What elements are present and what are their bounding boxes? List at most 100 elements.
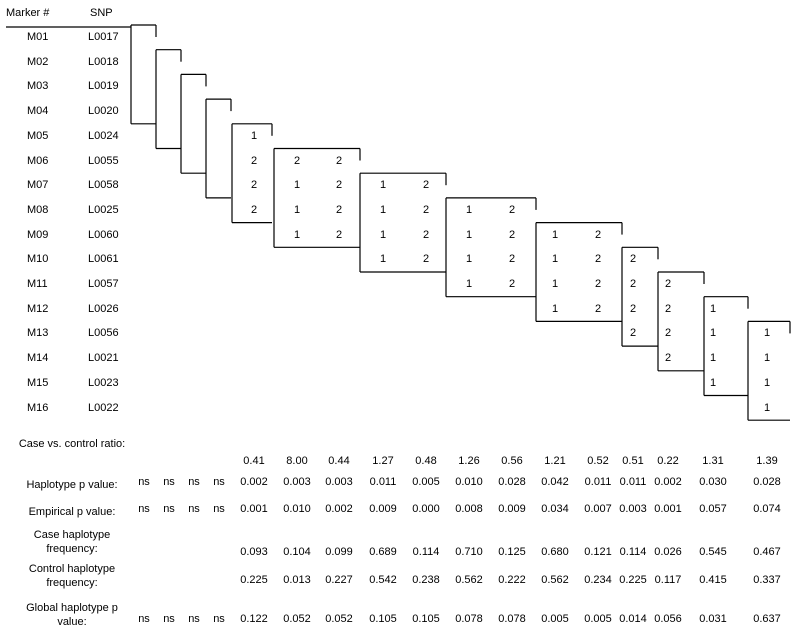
stat-value: 0.121 [584, 546, 612, 558]
allele-value: 1 [379, 228, 387, 241]
snp-id: L0025 [88, 203, 119, 216]
allele-value: 1 [763, 401, 771, 414]
stat-value: 0.028 [498, 476, 526, 488]
marker-id: M16 [27, 401, 49, 414]
stat-value: 0.078 [498, 613, 526, 625]
marker-id: M03 [27, 80, 49, 93]
stat-value: 0.125 [498, 546, 526, 558]
allele-value: 2 [664, 278, 672, 290]
stat-value: 0.011 [619, 476, 647, 488]
stat-value: 0.008 [455, 503, 483, 515]
allele-value: 2 [594, 278, 602, 290]
snp-id: L0023 [88, 376, 119, 389]
allele-value: 1 [293, 203, 301, 216]
stat-value: 1.31 [702, 455, 724, 467]
allele-value: 2 [293, 154, 301, 167]
allele-value: 1 [379, 179, 387, 192]
stat-value: 0.104 [283, 546, 311, 558]
marker-id: M05 [27, 129, 49, 142]
stat-value: 0.001 [654, 503, 682, 515]
stat-value: 0.011 [584, 476, 612, 488]
snp-id: L0024 [88, 129, 119, 142]
stat-value: ns [213, 476, 225, 488]
stat-label: Haplotype p value: [26, 479, 118, 491]
snp-id: L0055 [88, 154, 119, 167]
allele-value: 2 [508, 278, 516, 290]
allele-value: 1 [465, 203, 473, 216]
stat-value: 0.057 [699, 503, 727, 515]
stat-value: 0.117 [654, 574, 682, 586]
allele-value: 2 [629, 253, 637, 266]
allele-value: 1 [709, 327, 717, 340]
stat-value: ns [163, 476, 175, 488]
stat-value: ns [138, 503, 150, 515]
stat-value: 0.026 [654, 546, 682, 558]
stat-value: 0.562 [455, 574, 483, 586]
stat-value: 0.225 [240, 574, 268, 586]
stat-value: 0.48 [415, 455, 437, 467]
stat-value: 0.034 [541, 503, 569, 515]
snp-id: L0022 [88, 401, 119, 414]
stat-value: 0.710 [455, 546, 483, 558]
snp-id: L0020 [88, 105, 119, 118]
stat-value: 0.225 [619, 574, 647, 586]
allele-value: 2 [250, 203, 258, 216]
stat-value: 1.26 [458, 455, 480, 467]
stat-value: 0.689 [369, 546, 397, 558]
stat-value: 0.099 [325, 546, 353, 558]
stat-value: 0.001 [240, 503, 268, 515]
allele-value: 2 [664, 352, 672, 365]
allele-value: 2 [422, 253, 430, 266]
stat-value: 0.680 [541, 546, 569, 558]
stat-value: 1.27 [372, 455, 394, 467]
stat-value: 0.44 [328, 455, 350, 467]
stat-value: 0.56 [501, 455, 523, 467]
marker-id: M10 [27, 253, 49, 266]
allele-value: 2 [335, 179, 343, 192]
stat-label: Control haplotype frequency: [28, 563, 116, 589]
allele-value: 2 [594, 302, 602, 315]
stat-value: ns [188, 503, 200, 515]
stat-value: 0.337 [753, 574, 781, 586]
snp-id: L0017 [88, 31, 119, 43]
marker-id: M09 [27, 228, 49, 241]
stat-value: 0.542 [369, 574, 397, 586]
stat-value: 0.234 [584, 574, 612, 586]
stat-value: 0.003 [283, 476, 311, 488]
stat-value: 0.011 [369, 476, 397, 488]
marker-id: M12 [27, 302, 49, 315]
stat-value: 0.22 [657, 455, 679, 467]
allele-value: 2 [664, 327, 672, 340]
allele-value: 1 [551, 228, 559, 241]
stat-value: 0.007 [584, 503, 612, 515]
stat-value: 0.222 [498, 574, 526, 586]
allele-value: 2 [422, 179, 430, 192]
stat-value: 0.105 [369, 613, 397, 625]
snp-header: SNP [90, 7, 113, 19]
snp-id: L0058 [88, 179, 119, 192]
snp-id: L0019 [88, 80, 119, 93]
marker-id: M15 [27, 376, 49, 389]
allele-value: 2 [250, 154, 258, 167]
stat-value: 0.005 [412, 476, 440, 488]
stat-value: 0.010 [455, 476, 483, 488]
stat-value: 0.51 [622, 455, 644, 467]
stat-value: 0.042 [541, 476, 569, 488]
snp-id: L0056 [88, 327, 119, 340]
marker-id: M07 [27, 179, 49, 192]
stat-value: 1.21 [544, 455, 566, 467]
marker-id: M14 [27, 352, 49, 365]
allele-value: 2 [508, 228, 516, 241]
allele-value: 1 [551, 278, 559, 290]
marker-id: M13 [27, 327, 49, 340]
stat-value: 0.009 [369, 503, 397, 515]
snp-id: L0060 [88, 228, 119, 241]
stat-value: 0.562 [541, 574, 569, 586]
allele-value: 2 [335, 203, 343, 216]
stat-value: 0.009 [498, 503, 526, 515]
allele-value: 2 [508, 203, 516, 216]
allele-value: 2 [335, 228, 343, 241]
stat-value: 0.002 [325, 503, 353, 515]
stat-value: 0.074 [753, 503, 781, 515]
